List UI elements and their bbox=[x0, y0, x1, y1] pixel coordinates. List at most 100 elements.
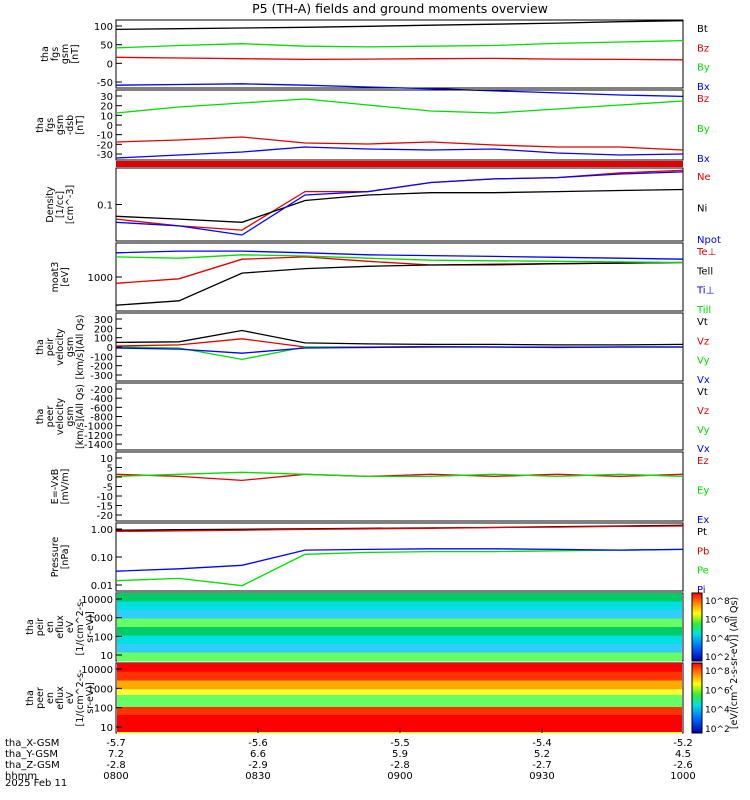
x-axis-value: 5.2 bbox=[534, 749, 550, 760]
series-line bbox=[115, 171, 684, 236]
y-tick-label: 1.00 bbox=[91, 525, 113, 536]
spectrogram-band bbox=[117, 715, 682, 732]
legend-entry: Vt bbox=[697, 317, 708, 328]
colorbar-label: [eV/(cm^2-s-sr-eV)] (All Qs) bbox=[729, 597, 740, 729]
y-tick-label: -5 bbox=[103, 483, 113, 494]
x-axis-value: -2.7 bbox=[532, 760, 552, 771]
spectrogram bbox=[117, 663, 682, 734]
series-line bbox=[115, 136, 684, 151]
series-line bbox=[115, 346, 683, 361]
x-axis-value: 1000 bbox=[670, 771, 695, 782]
y-tick-label: 10000 bbox=[81, 665, 113, 676]
series-line bbox=[115, 346, 683, 354]
y-axis-label: gsm bbox=[65, 337, 76, 357]
x-axis-value: -5.2 bbox=[673, 738, 693, 749]
series-line bbox=[115, 83, 684, 98]
y-axis-label: velocity bbox=[55, 328, 66, 366]
spectrogram-band bbox=[117, 618, 682, 628]
legend-entry: Bt bbox=[697, 24, 708, 35]
y-tick-label: -100 bbox=[90, 352, 113, 363]
colorbar-tick-label: 10^2 bbox=[705, 653, 730, 663]
y-axis-label: peer bbox=[35, 687, 46, 709]
y-axis-label: [nT] bbox=[70, 44, 81, 63]
panel-frame bbox=[115, 382, 684, 451]
legend-entry: Ex bbox=[697, 515, 709, 526]
y-axis-label: gsm bbox=[55, 115, 66, 135]
y-tick-label: -10 bbox=[97, 131, 113, 142]
y-axis-label: Density bbox=[45, 186, 56, 222]
y-axis-label: tha bbox=[35, 117, 46, 133]
y-axis-label: en bbox=[45, 692, 56, 704]
series-line bbox=[115, 548, 684, 587]
series-line bbox=[115, 188, 684, 223]
colorbar bbox=[691, 662, 703, 734]
series-line bbox=[115, 338, 683, 348]
legend-entry: Vz bbox=[697, 406, 709, 417]
y-tick-label: 50 bbox=[100, 41, 113, 52]
y-tick-label: 100 bbox=[94, 632, 113, 643]
x-axis-value: -5.6 bbox=[248, 738, 268, 749]
legend-entry: Te⊥ bbox=[696, 247, 716, 258]
series-line bbox=[115, 98, 684, 114]
series-line bbox=[115, 329, 684, 346]
legend-entry: Npot bbox=[697, 235, 721, 246]
y-tick-label: 0 bbox=[107, 121, 113, 132]
legend-entry: Pt bbox=[697, 527, 707, 538]
legend-entry: Tell bbox=[696, 266, 713, 277]
y-axis-label: eV bbox=[65, 691, 76, 704]
spectrogram-band bbox=[117, 601, 682, 611]
y-tick-label: 200 bbox=[94, 324, 113, 335]
panel-frame bbox=[115, 451, 684, 522]
series-line bbox=[115, 548, 684, 572]
y-tick-label: 30 bbox=[100, 92, 113, 103]
y-tick-label: -20 bbox=[97, 140, 113, 151]
x-axis-row-label: tha_X-GSM bbox=[5, 738, 59, 749]
y-tick-label: -200 bbox=[90, 362, 113, 373]
colorbar-tick-label: 10^2 bbox=[705, 725, 730, 735]
y-tick-label: 1000 bbox=[88, 684, 113, 695]
legend-entry: Ni bbox=[697, 204, 707, 215]
y-tick-label: 0.10 bbox=[91, 553, 113, 564]
y-tick-label: -200 bbox=[90, 385, 113, 396]
y-axis-label: [km/s](All Qs) bbox=[75, 315, 86, 380]
legend-entry: Bx bbox=[697, 82, 710, 93]
spectrogram-band bbox=[117, 652, 682, 662]
x-axis-value: 6.6 bbox=[250, 749, 266, 760]
legend-entry: Ez bbox=[697, 456, 709, 467]
y-axis-label: [mV/m] bbox=[60, 469, 71, 505]
x-axis-value: 0900 bbox=[387, 771, 412, 782]
y-axis-label: [1/cc] bbox=[55, 191, 66, 218]
series-line bbox=[115, 471, 684, 478]
legend-entry: Vt bbox=[697, 387, 708, 398]
y-tick-label: -600 bbox=[90, 403, 113, 414]
x-axis-value: 0830 bbox=[245, 771, 270, 782]
y-axis-label: en bbox=[45, 621, 56, 633]
series-line bbox=[115, 56, 684, 61]
spectrogram-band bbox=[117, 644, 682, 653]
spectrogram-band bbox=[117, 593, 682, 602]
y-axis-label: sr-eV)] bbox=[85, 682, 96, 713]
spectrogram-band bbox=[117, 635, 682, 645]
x-axis-value: 7.2 bbox=[108, 749, 124, 760]
series-line bbox=[115, 250, 684, 260]
y-axis-label: tha bbox=[35, 339, 46, 355]
y-axis-label: tha bbox=[25, 690, 36, 706]
y-axis-label: [km/s](All Qs) bbox=[75, 384, 86, 449]
x-axis-value: -2.8 bbox=[106, 760, 126, 771]
y-tick-label: 20 bbox=[100, 102, 113, 113]
y-axis-label: peir bbox=[45, 338, 56, 357]
legend-entry: Vy bbox=[697, 425, 710, 436]
y-axis-label: [eV] bbox=[60, 267, 71, 287]
fgs-flag-bar bbox=[116, 161, 683, 167]
spectrogram bbox=[117, 593, 682, 662]
colorbar-tick-label: 10^8 bbox=[705, 597, 730, 607]
y-tick-label: 5 bbox=[107, 464, 113, 475]
x-axis-value: 0800 bbox=[103, 771, 128, 782]
y-axis-label: [cm^-3] bbox=[65, 185, 76, 224]
x-axis-value: -2.9 bbox=[248, 760, 268, 771]
x-axis-row-label: tha_Z-GSM bbox=[5, 760, 60, 771]
x-axis-value: -2.8 bbox=[390, 760, 410, 771]
y-axis-label: fgs bbox=[50, 47, 61, 61]
panel-frame bbox=[115, 19, 684, 89]
